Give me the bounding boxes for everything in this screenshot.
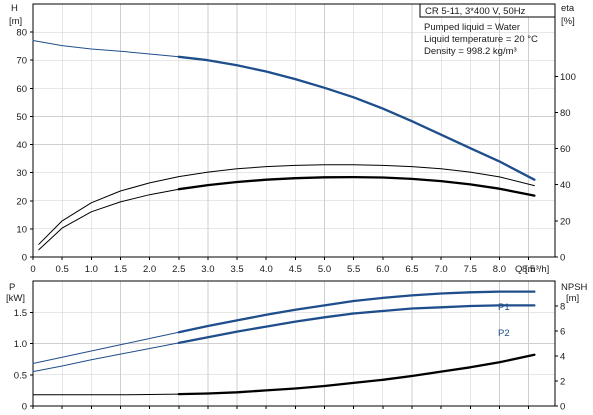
head-panel-ticks: 0 10 20 30 40 50 60 70 80 0 20 40 60 80 100 0 0.5 1.0 1.5 2… (16, 28, 575, 275)
x-tick-label: 2.0 (143, 264, 156, 275)
power-y2-tick-label: 6 (560, 327, 565, 338)
x-tick-label: 7.0 (434, 264, 447, 275)
power-y2-tick-label: 0 (560, 402, 565, 413)
x-tick-label: 0.5 (56, 264, 69, 275)
power-series-5-line (177, 353, 536, 396)
power-y2-tick-label: 2 (560, 377, 565, 388)
x-tick-label: 7.5 (464, 264, 477, 275)
head-y2-tick-label: 100 (560, 72, 576, 83)
head-y-tick-label: 40 (16, 140, 27, 151)
head-series-3-line (38, 188, 180, 251)
head-y-tick-label: 50 (16, 112, 27, 123)
x-tick-label: 1.5 (114, 264, 127, 275)
x-tick-label: 5.5 (347, 264, 360, 275)
npsh-axis-label: NPSH (561, 282, 588, 293)
power-series-2-line (32, 342, 180, 373)
head-y2-tick-label: 20 (560, 216, 571, 227)
x-tick-label: 3.5 (230, 264, 243, 275)
head-series-2-line (38, 164, 535, 245)
x-tick-label: 2.5 (172, 264, 185, 275)
power-y-tick-label: 0.5 (14, 370, 27, 381)
head-series-4-line (177, 175, 536, 197)
head-y2-tick-label: 0 (560, 253, 565, 264)
eta-axis-label: eta (561, 3, 575, 14)
power-panel-series (32, 290, 536, 396)
p1-series-label: P1 (498, 302, 510, 313)
power-y-tick-label: 1.0 (14, 339, 27, 350)
power-series-4-line (32, 393, 180, 396)
head-y2-tick-label: 80 (560, 108, 571, 119)
x-tick-label: 6.0 (376, 264, 389, 275)
power-y2-tick-label: 4 (560, 352, 565, 363)
head-y-tick-label: 70 (16, 56, 27, 67)
power-axis-unit: [kW] (6, 293, 25, 304)
power-y2-tick-label: 8 (560, 302, 565, 313)
info-density: Density = 998.2 kg/m³ (424, 46, 517, 57)
head-y-tick-label: 60 (16, 84, 27, 95)
head-series-1-line (177, 55, 536, 181)
power-panel-ticks: 0 0.5 1.0 1.5 0 2 4 6 8 (14, 302, 566, 413)
info-liquid-temperature: Liquid temperature = 20 °C (424, 34, 538, 45)
head-y-tick-label: 20 (16, 196, 27, 207)
power-series-3-line (177, 304, 536, 345)
p2-series-label: P2 (498, 328, 510, 339)
x-tick-label: 8.5 (522, 264, 535, 275)
head-y2-tick-label: 40 (560, 180, 571, 191)
power-y-tick-label: 0 (22, 402, 27, 413)
power-axis-label: P (9, 282, 15, 293)
x-tick-label: 5.0 (318, 264, 331, 275)
head-y-tick-label: 10 (16, 224, 27, 235)
x-tick-label: 6.5 (405, 264, 418, 275)
x-tick-label: 0 (30, 264, 35, 275)
x-tick-label: 4.5 (289, 264, 302, 275)
power-series-1-line (177, 290, 536, 334)
flow-axis-label: Q [m³/h] (515, 264, 549, 275)
head-panel-frame (32, 3, 556, 258)
power-panel-grid (33, 281, 555, 406)
info-title-box (419, 3, 556, 18)
head-series-0-line (32, 40, 180, 58)
x-tick-label: 3.0 (201, 264, 214, 275)
info-title: CR 5-11, 3*400 V, 50Hz (425, 6, 526, 17)
info-pumped-liquid: Pumped liquid = Water (424, 22, 520, 33)
head-y-tick-label: 0 (22, 253, 27, 264)
x-tick-label: 1.0 (85, 264, 98, 275)
x-tick-label: 8.0 (493, 264, 506, 275)
head-panel-series (32, 40, 536, 251)
head-y-tick-label: 30 (16, 168, 27, 179)
head-y-tick-label: 80 (16, 28, 27, 39)
power-y-tick-label: 1.5 (14, 308, 27, 319)
npsh-axis-unit: [m] (566, 293, 579, 304)
eta-axis-unit: [%] (561, 16, 575, 27)
head-y2-tick-label: 60 (560, 144, 571, 155)
head-axis-unit: [m] (9, 16, 22, 27)
head-axis-label: H (11, 3, 18, 14)
x-tick-label: 4.0 (260, 264, 273, 275)
power-series-0-line (32, 331, 180, 364)
head-panel-grid (33, 4, 555, 257)
